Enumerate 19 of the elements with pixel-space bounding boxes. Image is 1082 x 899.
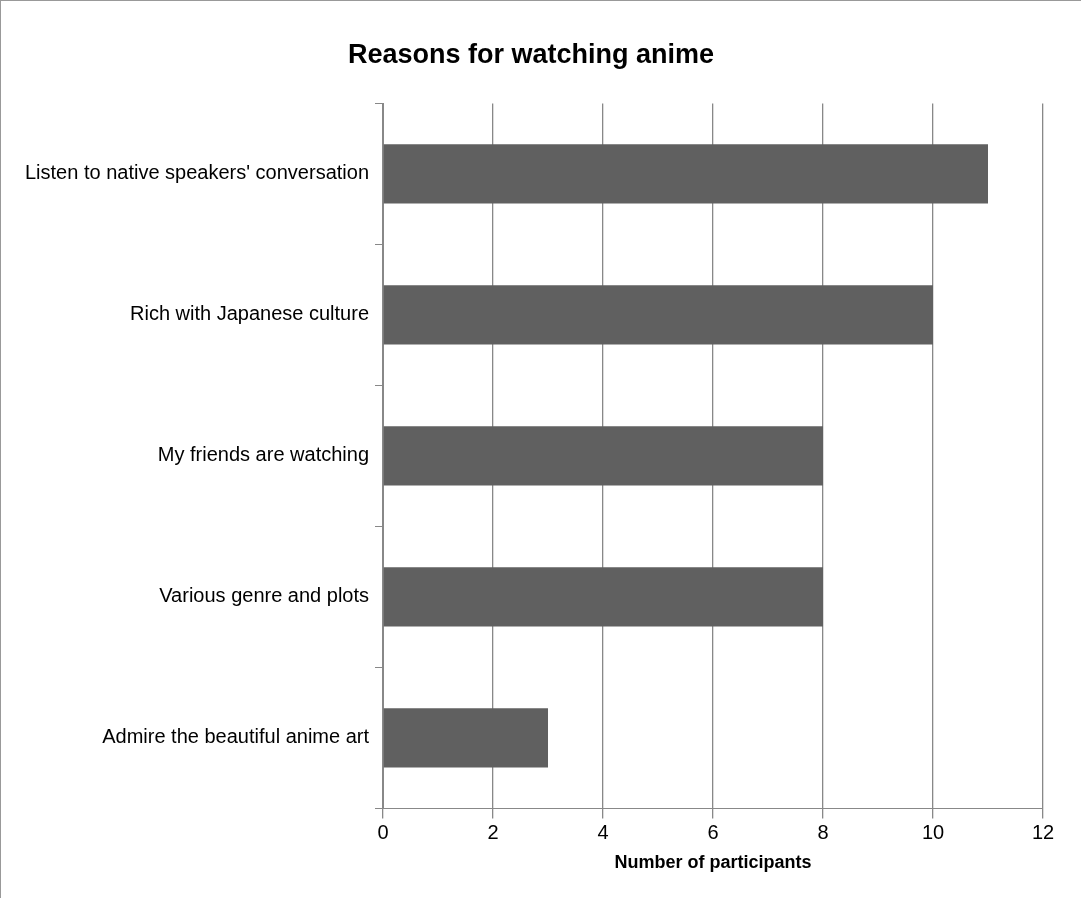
bar (383, 708, 549, 768)
bar (383, 567, 824, 627)
x-tick-label: 10 (921, 820, 945, 843)
y-tick-label: Listen to native speakers' conversation (25, 161, 370, 184)
bar (383, 285, 933, 345)
x-tick-label: 12 (1031, 820, 1055, 843)
y-tick-label: My friends are watching (157, 443, 370, 466)
x-tick-label: 6 (707, 820, 719, 843)
y-tick-label: Various genre and plots (159, 584, 370, 607)
chart-title: Reasons for watching anime (347, 38, 715, 69)
x-tick-label: 4 (597, 820, 609, 843)
x-axis-title: Number of participants (614, 852, 812, 873)
x-tick-label: 0 (377, 820, 389, 843)
y-tick-label: Rich with Japanese culture (130, 302, 370, 325)
bar (383, 426, 824, 486)
bar (383, 144, 988, 204)
y-tick-label: Admire the beautiful anime art (102, 725, 370, 748)
x-tick-label: 2 (487, 820, 499, 843)
x-tick-label: 8 (817, 820, 829, 843)
